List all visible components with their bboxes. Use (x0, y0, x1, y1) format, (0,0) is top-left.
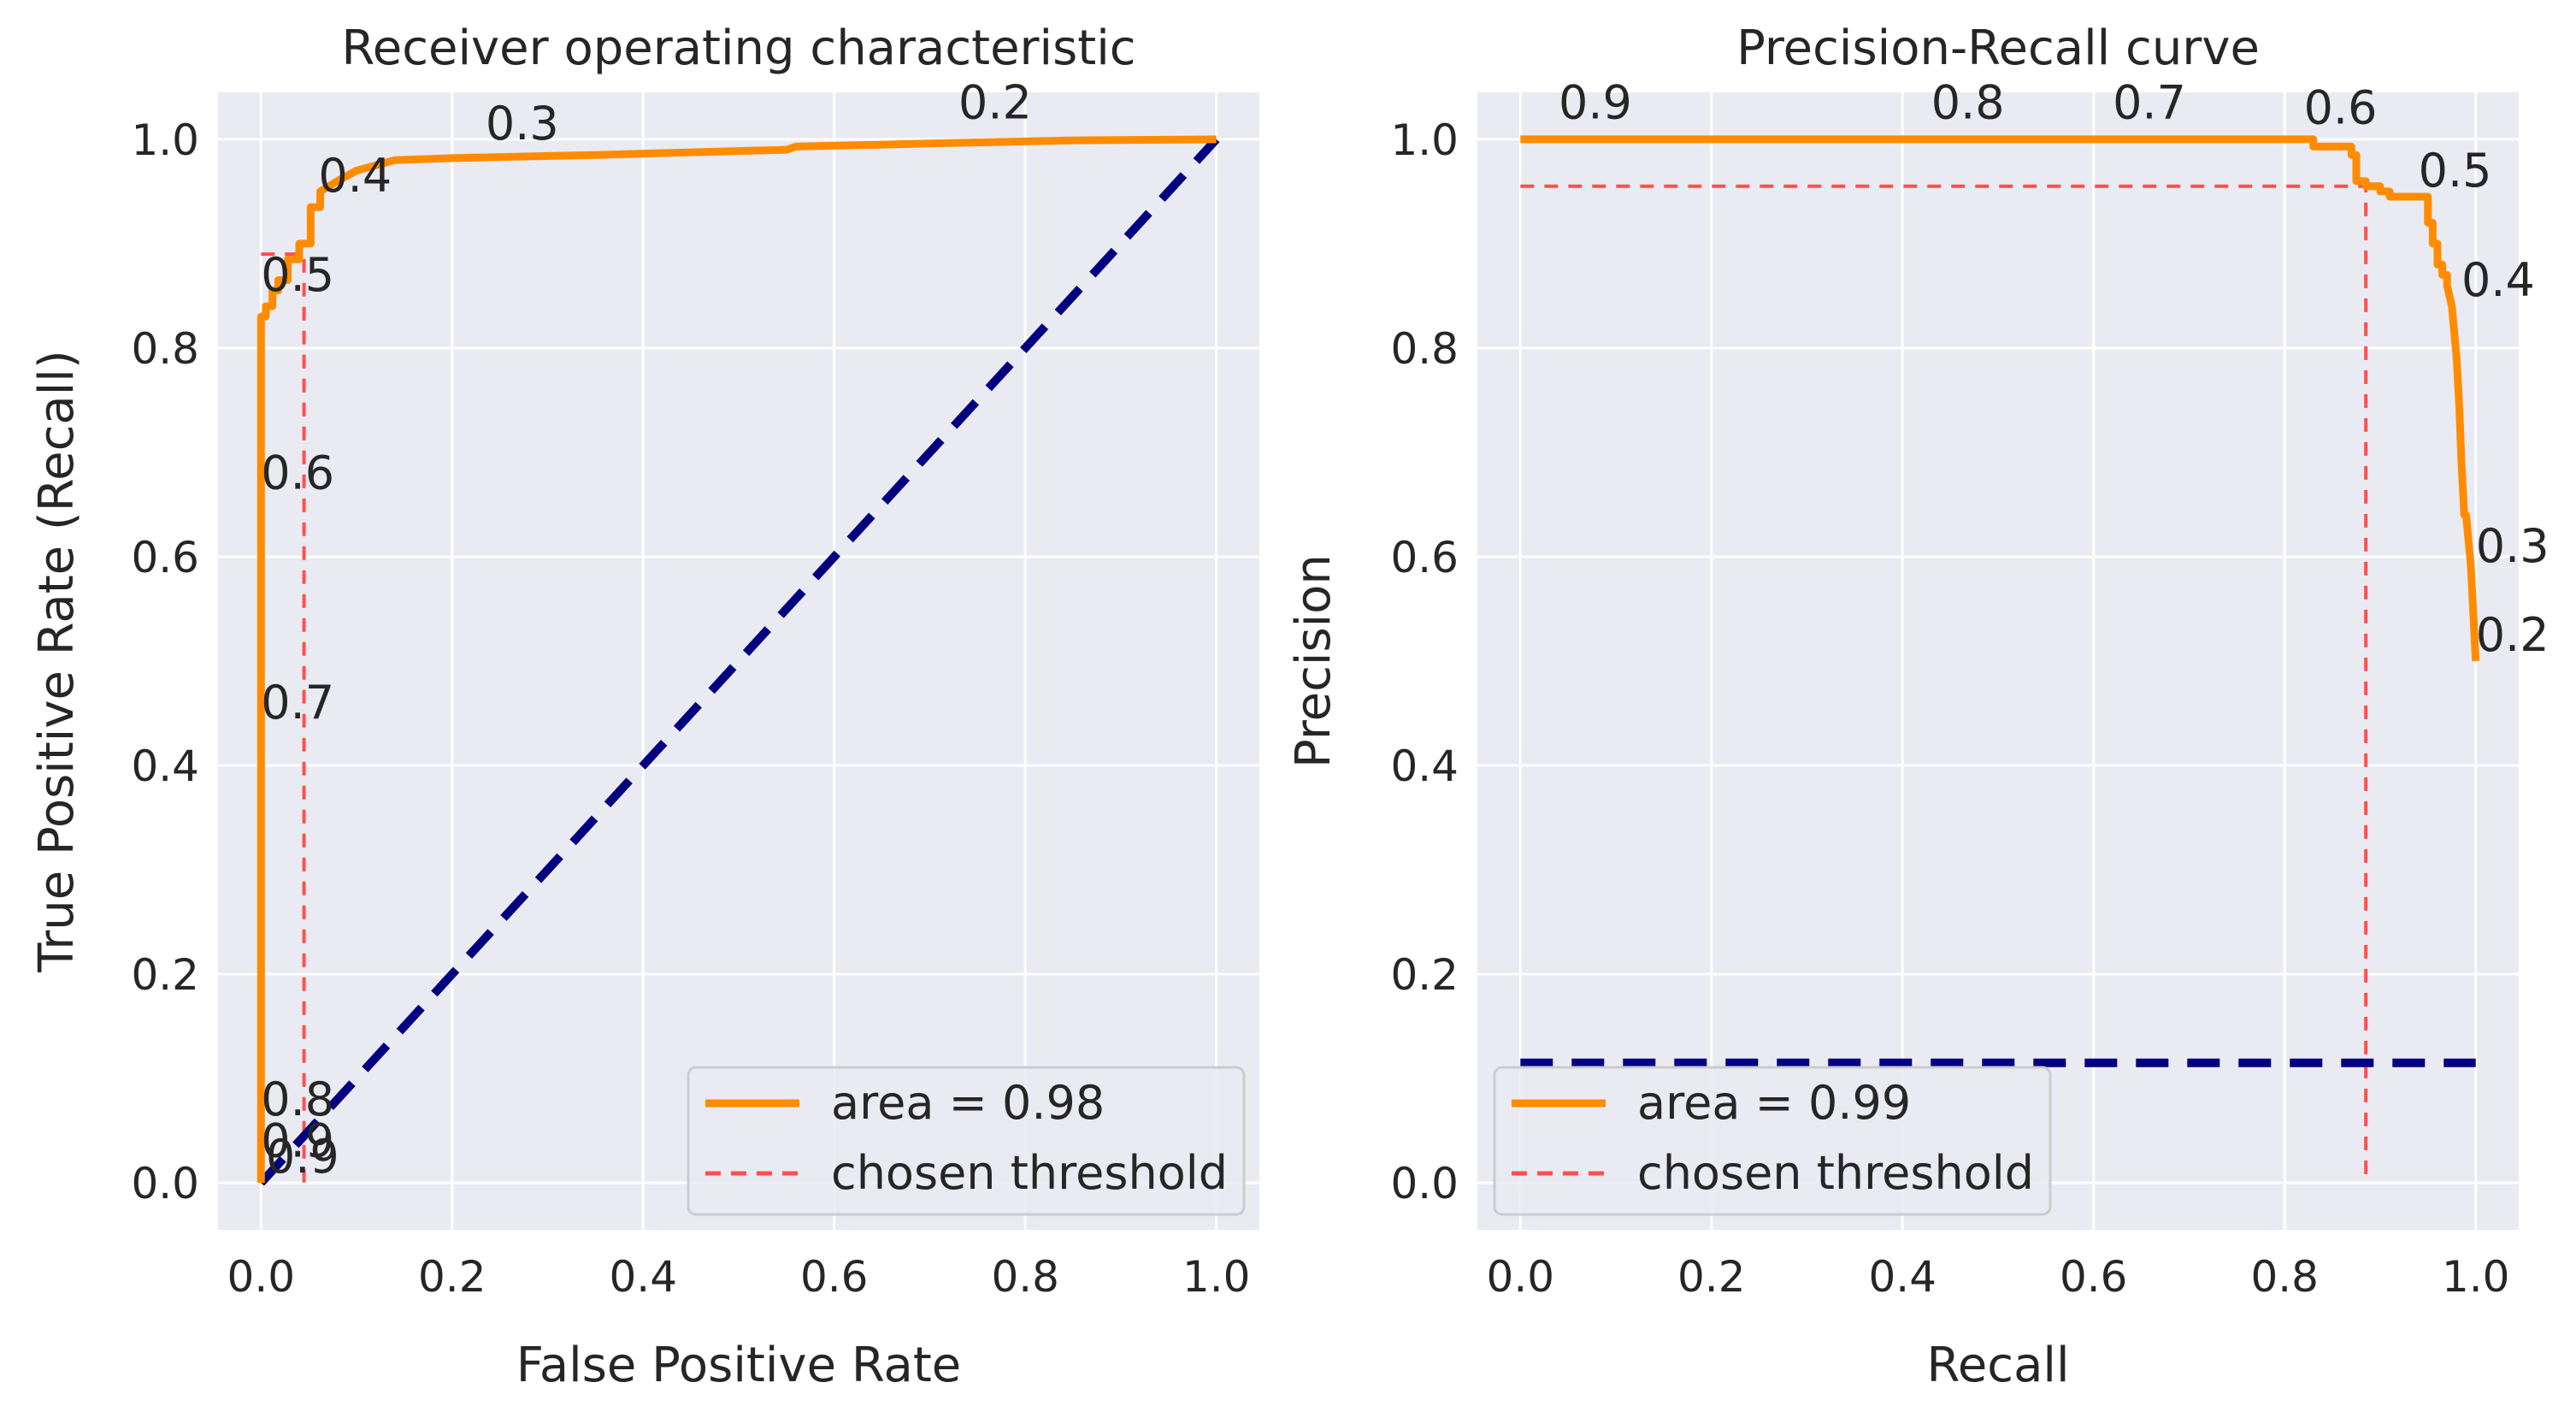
roc-threshold-label: 0.9 (261, 1114, 334, 1168)
pr-y-tick-label: 0.0 (1390, 1159, 1459, 1208)
roc-chart: 0.0 0.2 0.4 0.6 0.8 1.0 0.0 0.2 0.4 0.6 0.8 1.0 0.… (29, 21, 1259, 1393)
roc-x-tick-label: 0.0 (227, 1252, 296, 1302)
pr-threshold-label: 0.2 (2476, 608, 2549, 662)
roc-threshold-label: 0.6 (261, 446, 334, 500)
roc-x-tick-label: 0.2 (418, 1252, 486, 1302)
pr-grid (1477, 92, 2519, 1230)
pr-x-tick-label: 0.0 (1487, 1252, 1555, 1302)
pr-title: Precision-Recall curve (1736, 21, 2260, 76)
roc-chance-diagonal-line (257, 136, 1220, 1186)
roc-y-tick-label: 0.8 (131, 324, 199, 374)
pr-y-tick-label: 0.6 (1390, 533, 1459, 582)
roc-y-tick-label: 0.0 (131, 1159, 199, 1208)
roc-y-tick-label: 1.0 (131, 115, 199, 165)
roc-threshold-label: 0.3 (486, 97, 559, 151)
roc-curve-line (256, 135, 1217, 1184)
pr-x-axis-label: Recall (1926, 1338, 2069, 1393)
pr-y-tick-label: 0.2 (1390, 950, 1459, 1000)
roc-threshold-labels: 0.3 0.2 0.4 0.5 0.6 0.7 0.80.90.9 (261, 76, 1032, 1184)
roc-x-tick-label: 0.4 (609, 1252, 677, 1302)
roc-x-tick-label: 0.8 (991, 1252, 1059, 1302)
pr-y-tick-label: 1.0 (1390, 115, 1459, 165)
roc-x-tick-label: 0.6 (800, 1252, 869, 1302)
pr-curve-line (1520, 135, 2480, 662)
roc-y-ticks: 0.0 0.2 0.4 0.6 0.8 1.0 (131, 115, 199, 1208)
roc-y-axis-label: True Positive Rate (Recall) (29, 350, 85, 972)
roc-threshold-label: 0.5 (261, 248, 334, 302)
roc-threshold-label: 0.8 (261, 1072, 334, 1126)
roc-legend-curve-label: area = 0.98 (831, 1076, 1105, 1130)
roc-y-tick-label: 0.6 (131, 533, 199, 582)
pr-chart: 0.0 0.2 0.4 0.6 0.8 1.0 0.0 0.2 0.4 0.6 0.8 1.0 0.… (1286, 21, 2549, 1393)
roc-legend-threshold-label: chosen threshold (831, 1146, 1228, 1200)
pr-plot-area (1477, 92, 2519, 1230)
roc-threshold-label: 0.4 (318, 149, 392, 203)
roc-plot-area (218, 92, 1259, 1230)
roc-series (256, 135, 1220, 1186)
roc-title: Receiver operating characteristic (341, 21, 1135, 76)
roc-legend-box (687, 1066, 1246, 1216)
roc-y-tick-label: 0.4 (131, 741, 199, 791)
pr-x-tick-label: 0.2 (1677, 1252, 1746, 1302)
pr-threshold-label: 0.6 (2304, 81, 2378, 135)
roc-x-ticks: 0.0 0.2 0.4 0.6 0.8 1.0 (227, 1252, 1251, 1302)
pr-legend-threshold-label: chosen threshold (1637, 1146, 2034, 1200)
pr-x-ticks: 0.0 0.2 0.4 0.6 0.8 1.0 (1487, 1252, 2510, 1302)
roc-threshold-label: 0.9 (266, 1130, 339, 1184)
pr-x-tick-label: 0.8 (2250, 1252, 2319, 1302)
pr-y-tick-label: 0.8 (1390, 324, 1459, 374)
roc-threshold-label: 0.7 (261, 676, 334, 730)
pr-threshold-label: 0.3 (2476, 519, 2549, 573)
pr-legend: area = 0.99 chosen threshold (1493, 1066, 2052, 1216)
pr-threshold-label: 0.9 (1559, 76, 1632, 130)
pr-x-tick-label: 1.0 (2442, 1252, 2510, 1302)
roc-legend: area = 0.98 chosen threshold (687, 1066, 1246, 1216)
pr-series (1520, 135, 2480, 1184)
roc-grid (218, 92, 1259, 1230)
pr-y-ticks: 0.0 0.2 0.4 0.6 0.8 1.0 (1390, 115, 1459, 1208)
pr-y-tick-label: 0.4 (1390, 741, 1459, 791)
pr-threshold-label: 0.7 (2113, 76, 2186, 130)
pr-legend-curve-label: area = 0.99 (1637, 1076, 1911, 1130)
pr-threshold-labels: 0.9 0.8 0.7 0.6 0.5 0.4 0.3 0.2 (1559, 76, 2549, 662)
roc-x-tick-label: 1.0 (1182, 1252, 1251, 1302)
pr-x-tick-label: 0.4 (1868, 1252, 1936, 1302)
pr-y-axis-label: Precision (1286, 554, 1341, 768)
pr-threshold-label: 0.4 (2461, 253, 2535, 307)
roc-x-axis-label: False Positive Rate (516, 1338, 961, 1393)
roc-y-tick-label: 0.2 (131, 950, 199, 1000)
roc-threshold-label: 0.2 (958, 76, 1032, 130)
pr-threshold-label: 0.5 (2419, 144, 2492, 198)
pr-threshold-label: 0.8 (1931, 76, 2005, 130)
pr-legend-box (1493, 1066, 2052, 1216)
pr-x-tick-label: 0.6 (2060, 1252, 2128, 1302)
